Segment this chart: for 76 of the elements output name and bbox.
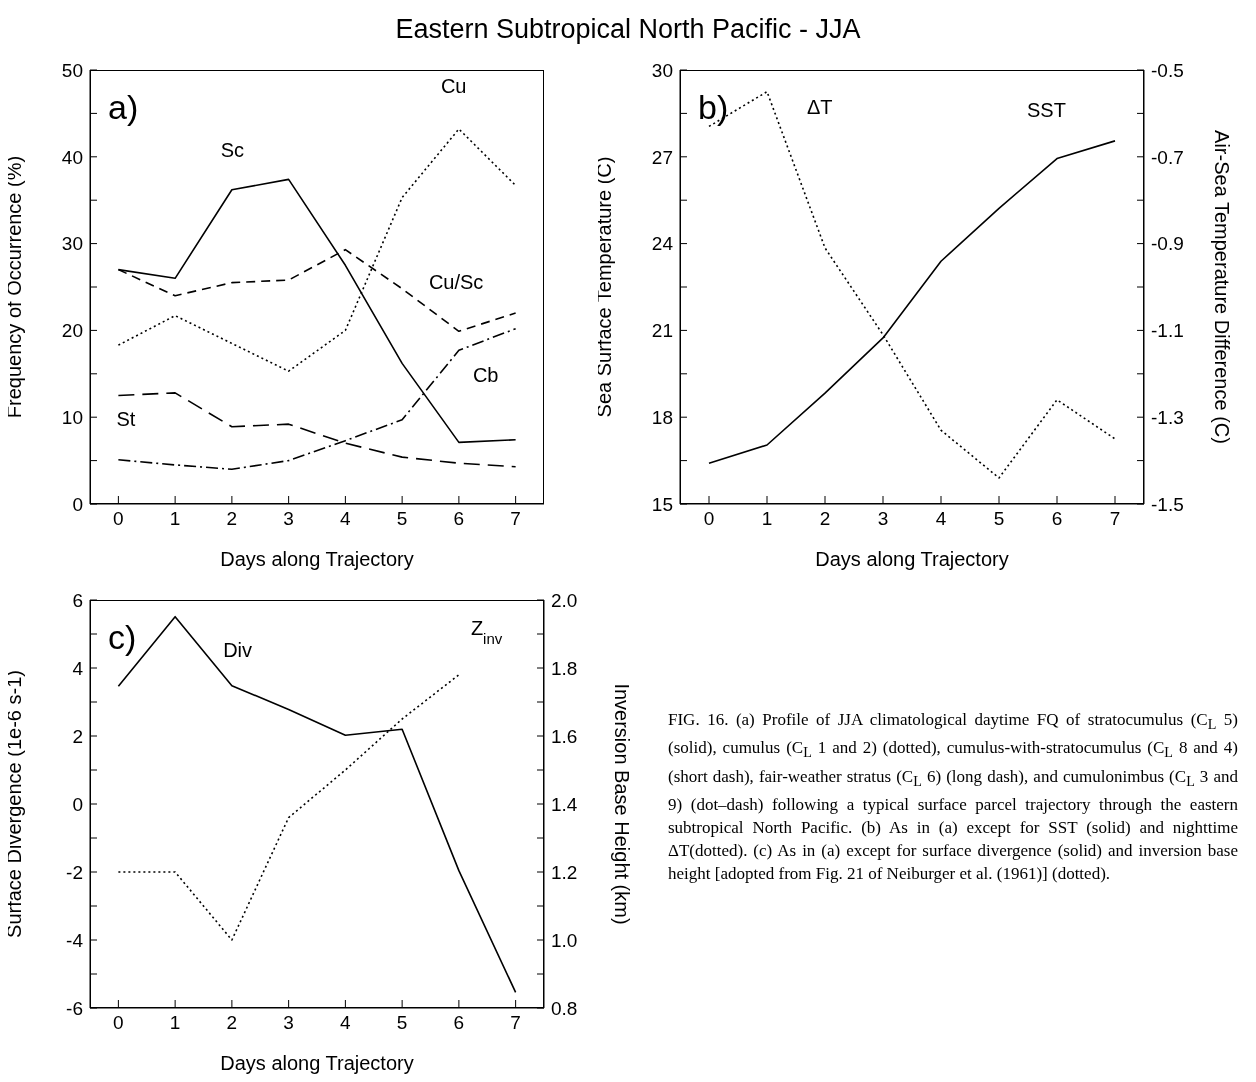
y2-axis-title: Air-Sea Temperature Difference (C) <box>1210 130 1233 444</box>
y-tick-label: 10 <box>61 406 83 428</box>
x-tick-label: 4 <box>935 508 947 530</box>
y2-tick-label: -1.1 <box>1151 320 1184 342</box>
x-tick-label: 3 <box>283 508 294 530</box>
series-label: Z$_{inv}$ <box>470 616 503 647</box>
x-tick-label: 6 <box>453 508 465 530</box>
y2-tick-label: 1.2 <box>551 861 578 883</box>
text: FIG. 16. (a) Profile of JJA climatological daytime FQ of stratocumulus (C$_{L}$ 5) (solid), cumulus (C$_{L}$ 1 and 2) (dotted), cumulus-with-stratocumulus (C$_{L}$ 8 and 4) (short dash), fair-weather stratus (C$_{L}$ 6) (long dash), and cumulonimbus (C$_{L}$ 3 and 9) (dot–dash) following a typical surface parcel trajectory through the eastern subtropical North Pacific. (b) As in (a) except for SST (solid) and nighttime ΔT(dotted). (c) As in (a) except for surface divergence (solid) and inversion base height [adopted from Fig. 21 of Neiburger et al. (1961)] (dotted). <box>668 710 1239 884</box>
x-tick-label: 0 <box>703 508 715 530</box>
series-label: Sc <box>220 139 244 162</box>
series-label: Div <box>223 638 253 661</box>
y-tick-label: 50 <box>61 59 83 81</box>
series-label: Cu/Sc <box>428 271 484 294</box>
x-tick-label: 3 <box>877 508 889 530</box>
y2-tick-label: 1.0 <box>551 929 578 951</box>
x-tick-label: 2 <box>819 508 831 530</box>
y-tick-label: -2 <box>66 861 83 883</box>
x-tick-label: 1 <box>761 508 773 530</box>
y-tick-label: 24 <box>651 233 674 255</box>
y2-tick-label: 2.0 <box>551 589 578 611</box>
y2-tick-label: 1.6 <box>551 725 578 747</box>
x-axis-title: Days along Trajectory <box>220 1052 414 1074</box>
y2-tick-label: 1.4 <box>551 793 578 815</box>
y-tick-label: 0 <box>72 493 83 515</box>
x-tick-label: 7 <box>1109 508 1121 530</box>
series-label: St <box>116 407 136 430</box>
y-tick-label: 20 <box>61 320 83 342</box>
annotation: c) <box>108 618 137 657</box>
x-tick-label: 5 <box>993 508 1005 530</box>
x-tick-label: 2 <box>226 1012 238 1034</box>
series-label: Cb <box>472 364 499 387</box>
y2-tick-label: 0.8 <box>551 997 578 1019</box>
y-tick-label: 27 <box>651 146 673 168</box>
y-tick-label: -4 <box>66 929 84 951</box>
y-tick-label: 18 <box>651 406 673 428</box>
y-tick-label: 21 <box>651 320 673 342</box>
x-tick-label: 5 <box>396 1012 408 1034</box>
y-tick-label: 2 <box>72 725 83 747</box>
x-axis-title: Days along Trajectory <box>220 548 414 570</box>
y2-tick-label: -1.3 <box>1151 406 1184 428</box>
annotation: a) <box>108 88 139 127</box>
x-tick-label: 7 <box>510 508 521 530</box>
x-tick-label: 7 <box>510 1012 521 1034</box>
y-tick-label: 15 <box>651 493 673 515</box>
x-tick-label: 4 <box>340 508 352 530</box>
y-tick-label: -6 <box>66 997 83 1019</box>
x-tick-label: 5 <box>396 508 408 530</box>
x-tick-label: 3 <box>283 1012 294 1034</box>
y-tick-label: 30 <box>61 233 83 255</box>
series-label: SST <box>1027 98 1066 121</box>
line-series <box>117 392 517 468</box>
text: Eastern Subtropical North Pacific - JJA <box>394 14 862 45</box>
y-tick-label: 6 <box>72 589 83 611</box>
y2-tick-label: -1.5 <box>1151 493 1184 515</box>
x-tick-label: 0 <box>113 508 124 530</box>
x-tick-label: 4 <box>340 1012 352 1034</box>
y2-axis-title: Inversion Base Height (km) <box>610 683 633 925</box>
y-tick-label: 4 <box>72 657 84 679</box>
x-tick-label: 2 <box>226 508 238 530</box>
y2-tick-label: -0.7 <box>1151 146 1184 168</box>
x-tick-label: 1 <box>169 508 181 530</box>
y-tick-label: 30 <box>651 59 673 81</box>
x-tick-label: 6 <box>1051 508 1063 530</box>
x-tick-label: 6 <box>453 1012 465 1034</box>
y2-tick-label: -0.5 <box>1151 59 1184 81</box>
y-tick-label: 40 <box>61 146 83 168</box>
x-tick-label: 0 <box>113 1012 124 1034</box>
x-axis-title: Days along Trajectory <box>815 548 1009 570</box>
y2-tick-label: -0.9 <box>1151 233 1184 255</box>
y-tick-label: 0 <box>72 793 83 815</box>
series-label: Cu <box>440 75 467 98</box>
x-tick-label: 1 <box>169 1012 181 1034</box>
annotation: b) <box>698 88 729 127</box>
y2-tick-label: 1.8 <box>551 657 578 679</box>
series-label: ΔT <box>807 95 833 118</box>
